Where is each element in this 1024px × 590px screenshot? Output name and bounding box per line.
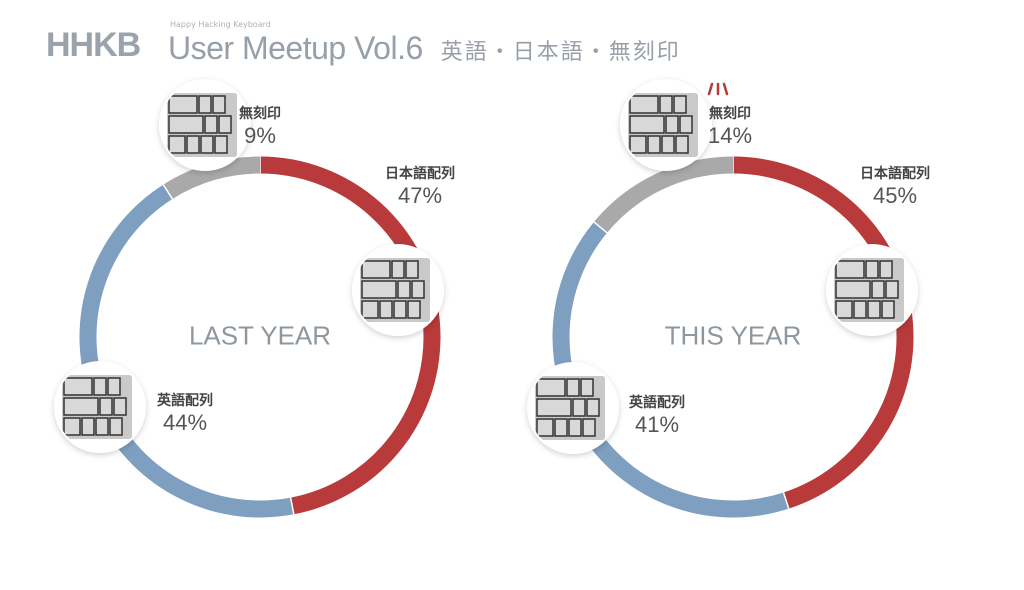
label-name: 英語配列 [157, 393, 213, 409]
label-blank-this: 無刻印 14% [695, 103, 765, 149]
keyboard-blank-icon [620, 79, 712, 171]
keyboard-japanese-icon [826, 244, 918, 336]
donut-slice-blank [163, 156, 261, 200]
label-value: 45% [872, 183, 918, 208]
label-name: 英語配列 [629, 395, 685, 411]
label-value: 44% [162, 410, 208, 435]
slice-separator [162, 184, 174, 200]
keyboard-japanese-icon [352, 244, 444, 336]
page-title: User Meetup Vol.6 英語・日本語・無刻印 [168, 30, 681, 67]
donut-slice-blank [593, 156, 734, 233]
label-value: 41% [634, 412, 680, 437]
label-blank-last: 無刻印 9% [225, 103, 295, 149]
highlight-mark [707, 82, 714, 96]
label-value: 47% [397, 183, 443, 208]
chart-title-this-year: THIS YEAR [664, 320, 802, 351]
label-en-last: 英語配列 44% [140, 390, 230, 436]
keyboard-english-icon [54, 361, 146, 453]
label-jp-last: 日本語配列 47% [375, 163, 465, 209]
keyboard-english-icon [527, 362, 619, 454]
label-name: 無刻印 [239, 106, 281, 122]
chart-title-last-year: LAST YEAR [188, 320, 332, 351]
slice-separator [593, 221, 608, 234]
label-name: 日本語配列 [860, 166, 930, 182]
slice-separator [289, 497, 295, 515]
highlight-mark [722, 82, 729, 96]
title-text: User Meetup Vol.6 [168, 30, 423, 66]
slice-separator [782, 492, 790, 509]
label-value: 14% [707, 123, 753, 148]
hhkb-logo: HHKB [46, 26, 141, 64]
subtitle: Happy Hacking Keyboard [170, 20, 271, 29]
label-name: 日本語配列 [385, 166, 455, 182]
label-name: 無刻印 [709, 106, 751, 122]
label-jp-this: 日本語配列 45% [850, 163, 940, 209]
label-en-this: 英語配列 41% [612, 392, 702, 438]
label-value: 9% [244, 123, 276, 148]
title-jp: 英語・日本語・無刻印 [440, 40, 681, 65]
keyboard-blank-icon [159, 79, 251, 171]
